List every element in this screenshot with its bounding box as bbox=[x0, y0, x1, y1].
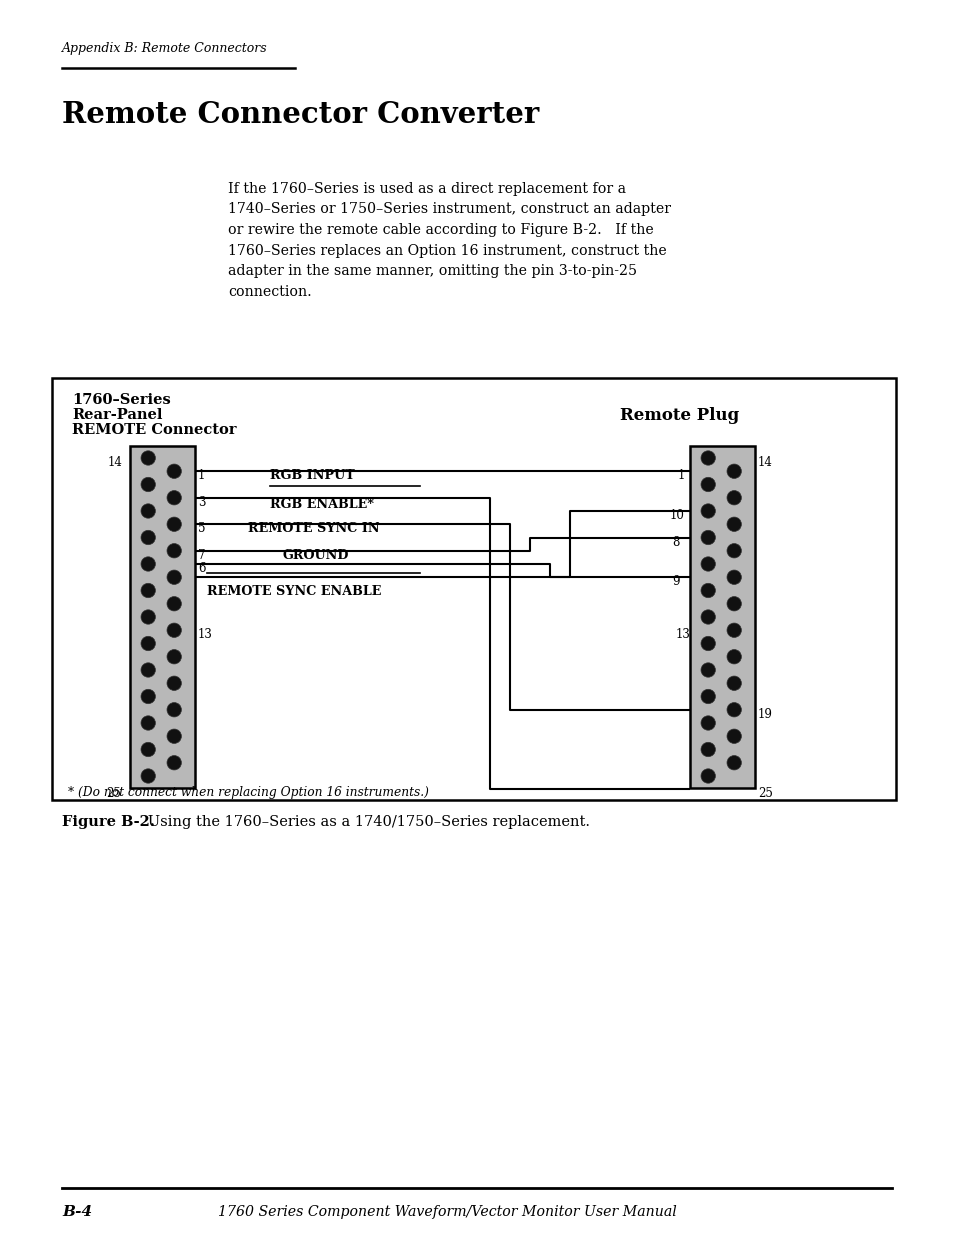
Circle shape bbox=[700, 557, 715, 572]
Circle shape bbox=[700, 451, 715, 466]
Text: REMOTE Connector: REMOTE Connector bbox=[71, 424, 236, 437]
Circle shape bbox=[726, 517, 740, 531]
Circle shape bbox=[726, 464, 740, 478]
Circle shape bbox=[141, 583, 155, 598]
Text: 25: 25 bbox=[106, 787, 121, 800]
Circle shape bbox=[141, 477, 155, 492]
Circle shape bbox=[167, 517, 181, 531]
Text: 13: 13 bbox=[676, 629, 690, 641]
Circle shape bbox=[700, 530, 715, 545]
Text: Appendix B: Remote Connectors: Appendix B: Remote Connectors bbox=[62, 42, 268, 56]
Text: Remote Connector Converter: Remote Connector Converter bbox=[62, 100, 538, 128]
Bar bbox=[130, 446, 194, 788]
Text: RGB ENABLE*: RGB ENABLE* bbox=[270, 498, 374, 511]
Circle shape bbox=[167, 571, 181, 584]
Circle shape bbox=[726, 571, 740, 584]
Text: 3: 3 bbox=[198, 495, 205, 509]
Circle shape bbox=[700, 769, 715, 783]
Circle shape bbox=[726, 622, 740, 637]
Circle shape bbox=[141, 530, 155, 545]
Bar bbox=[52, 378, 895, 800]
Circle shape bbox=[700, 583, 715, 598]
Circle shape bbox=[167, 597, 181, 611]
Circle shape bbox=[167, 490, 181, 505]
Circle shape bbox=[141, 742, 155, 757]
Circle shape bbox=[141, 716, 155, 730]
Circle shape bbox=[726, 597, 740, 611]
Circle shape bbox=[700, 610, 715, 624]
Text: RGB INPUT: RGB INPUT bbox=[270, 469, 355, 482]
Text: Rear-Panel: Rear-Panel bbox=[71, 408, 162, 422]
Circle shape bbox=[167, 756, 181, 769]
Text: 1: 1 bbox=[678, 469, 684, 482]
Text: 14: 14 bbox=[108, 456, 123, 469]
Text: Using the 1760–Series as a 1740/1750–Series replacement.: Using the 1760–Series as a 1740/1750–Ser… bbox=[133, 815, 589, 829]
Text: 1: 1 bbox=[198, 469, 205, 482]
Text: 1760 Series Component Waveform/Vector Monitor User Manual: 1760 Series Component Waveform/Vector Mo… bbox=[218, 1205, 676, 1219]
Circle shape bbox=[141, 557, 155, 572]
Circle shape bbox=[141, 689, 155, 704]
Text: 1760–Series: 1760–Series bbox=[71, 393, 171, 408]
Text: B-4: B-4 bbox=[62, 1205, 92, 1219]
Circle shape bbox=[167, 703, 181, 718]
Text: Remote Plug: Remote Plug bbox=[619, 408, 739, 424]
Text: 6: 6 bbox=[198, 562, 205, 576]
Text: GROUND: GROUND bbox=[283, 548, 349, 562]
Circle shape bbox=[726, 676, 740, 690]
Circle shape bbox=[141, 504, 155, 519]
Circle shape bbox=[167, 676, 181, 690]
Circle shape bbox=[167, 622, 181, 637]
Text: REMOTE SYNC ENABLE: REMOTE SYNC ENABLE bbox=[207, 585, 381, 598]
Circle shape bbox=[167, 464, 181, 478]
Circle shape bbox=[726, 756, 740, 769]
Circle shape bbox=[726, 543, 740, 558]
Text: 1740–Series or 1750–Series instrument, construct an adapter: 1740–Series or 1750–Series instrument, c… bbox=[228, 203, 670, 216]
Circle shape bbox=[726, 650, 740, 664]
Text: 7: 7 bbox=[198, 548, 205, 562]
Text: 25: 25 bbox=[758, 787, 772, 800]
Circle shape bbox=[726, 703, 740, 718]
Text: * (Do not connect when replacing Option 16 instruments.): * (Do not connect when replacing Option … bbox=[68, 785, 429, 799]
Circle shape bbox=[700, 504, 715, 519]
Text: 9: 9 bbox=[671, 576, 679, 588]
Text: connection.: connection. bbox=[228, 284, 312, 299]
Text: Figure B-2.: Figure B-2. bbox=[62, 815, 154, 829]
Circle shape bbox=[700, 716, 715, 730]
Text: 8: 8 bbox=[671, 536, 679, 548]
Circle shape bbox=[700, 477, 715, 492]
Circle shape bbox=[700, 663, 715, 677]
Text: If the 1760–Series is used as a direct replacement for a: If the 1760–Series is used as a direct r… bbox=[228, 182, 625, 196]
Text: 13: 13 bbox=[198, 629, 213, 641]
Bar bbox=[689, 446, 754, 788]
Circle shape bbox=[700, 689, 715, 704]
Circle shape bbox=[141, 769, 155, 783]
Text: 5: 5 bbox=[198, 522, 205, 535]
Circle shape bbox=[167, 650, 181, 664]
Text: adapter in the same manner, omitting the pin 3-to-pin-25: adapter in the same manner, omitting the… bbox=[228, 264, 637, 278]
Text: REMOTE SYNC IN: REMOTE SYNC IN bbox=[248, 522, 379, 535]
Circle shape bbox=[141, 663, 155, 677]
Circle shape bbox=[141, 636, 155, 651]
Circle shape bbox=[700, 742, 715, 757]
Text: 10: 10 bbox=[669, 509, 684, 522]
Text: or rewire the remote cable according to Figure B-2.   If the: or rewire the remote cable according to … bbox=[228, 224, 653, 237]
Text: 1760–Series replaces an Option 16 instrument, construct the: 1760–Series replaces an Option 16 instru… bbox=[228, 243, 666, 258]
Circle shape bbox=[726, 729, 740, 743]
Circle shape bbox=[141, 610, 155, 624]
Text: 19: 19 bbox=[758, 708, 772, 721]
Circle shape bbox=[167, 729, 181, 743]
Text: 14: 14 bbox=[758, 456, 772, 469]
Circle shape bbox=[726, 490, 740, 505]
Circle shape bbox=[700, 636, 715, 651]
Circle shape bbox=[141, 451, 155, 466]
Circle shape bbox=[167, 543, 181, 558]
